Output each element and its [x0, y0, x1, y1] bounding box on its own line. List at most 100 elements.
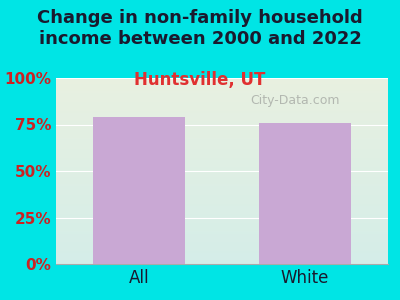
Bar — [56, 251, 388, 253]
Bar — [56, 216, 388, 218]
Bar — [56, 108, 388, 109]
Bar — [56, 143, 388, 145]
Bar — [56, 175, 388, 177]
Bar — [56, 214, 388, 216]
Bar — [56, 182, 388, 184]
Bar — [56, 110, 388, 112]
Bar — [56, 232, 388, 234]
Bar — [56, 95, 388, 97]
Bar — [56, 152, 388, 154]
Bar — [56, 186, 388, 188]
Bar — [56, 134, 388, 136]
Bar — [56, 236, 388, 238]
Bar — [56, 158, 388, 160]
Bar — [56, 202, 388, 205]
Bar — [56, 197, 388, 199]
Bar — [56, 141, 388, 143]
Bar — [56, 262, 388, 264]
Bar — [56, 208, 388, 210]
Bar — [56, 145, 388, 147]
Bar — [56, 195, 388, 197]
Bar — [56, 173, 388, 175]
Bar — [56, 255, 388, 256]
Bar — [56, 162, 388, 164]
Bar — [56, 147, 388, 149]
Bar — [56, 121, 388, 123]
Bar — [56, 201, 388, 203]
Bar — [56, 212, 388, 214]
Bar — [56, 102, 388, 104]
Bar — [56, 149, 388, 151]
Bar — [56, 206, 388, 208]
Bar — [56, 117, 388, 119]
Bar — [56, 199, 388, 201]
Bar — [56, 104, 388, 106]
Bar — [56, 151, 388, 152]
Bar — [56, 247, 388, 249]
Bar — [56, 242, 388, 244]
Bar — [56, 253, 388, 255]
Bar — [56, 80, 388, 82]
Bar — [56, 89, 388, 91]
Bar — [56, 97, 388, 98]
Bar — [56, 191, 388, 193]
Bar — [56, 100, 388, 102]
Bar — [56, 132, 388, 134]
Bar — [56, 112, 388, 113]
Bar — [56, 218, 388, 219]
Bar — [56, 193, 388, 195]
Bar — [56, 156, 388, 158]
Bar — [56, 160, 388, 162]
Bar — [56, 234, 388, 236]
Bar — [56, 169, 388, 171]
Bar — [56, 84, 388, 85]
Bar — [56, 130, 388, 132]
Bar — [56, 229, 388, 230]
Bar — [56, 91, 388, 93]
Bar — [56, 123, 388, 124]
Bar — [56, 240, 388, 242]
Bar — [56, 93, 388, 95]
Bar — [56, 137, 388, 140]
Bar — [56, 227, 388, 229]
Bar — [56, 205, 388, 206]
Bar — [56, 258, 388, 260]
Bar — [56, 126, 388, 128]
Bar — [56, 82, 388, 84]
Bar — [56, 85, 388, 87]
Bar — [56, 219, 388, 221]
Bar — [56, 178, 388, 180]
Bar — [56, 190, 388, 191]
Bar — [56, 165, 388, 167]
Bar — [259, 123, 351, 264]
Bar — [56, 223, 388, 225]
Bar — [56, 119, 388, 121]
Bar — [56, 115, 388, 117]
Bar — [56, 78, 388, 80]
Bar — [56, 184, 388, 186]
Text: Huntsville, UT: Huntsville, UT — [134, 70, 266, 88]
Bar — [56, 98, 388, 100]
Bar — [56, 106, 388, 108]
Bar — [56, 124, 388, 126]
Bar — [56, 245, 388, 247]
Bar — [56, 180, 388, 182]
Bar — [56, 260, 388, 262]
Bar — [56, 164, 388, 165]
Bar — [56, 136, 388, 137]
Text: City-Data.com: City-Data.com — [250, 94, 340, 107]
Bar — [56, 188, 388, 190]
Bar — [56, 167, 388, 169]
Bar — [56, 128, 388, 130]
Bar — [56, 113, 388, 115]
Text: Change in non-family household
income between 2000 and 2022: Change in non-family household income be… — [37, 9, 363, 48]
Bar — [56, 154, 388, 156]
Bar — [56, 256, 388, 258]
Bar — [56, 221, 388, 223]
Bar — [56, 249, 388, 251]
Bar — [56, 87, 388, 89]
Bar — [56, 244, 388, 245]
Bar — [56, 230, 388, 232]
Bar — [93, 117, 185, 264]
Bar — [56, 238, 388, 240]
